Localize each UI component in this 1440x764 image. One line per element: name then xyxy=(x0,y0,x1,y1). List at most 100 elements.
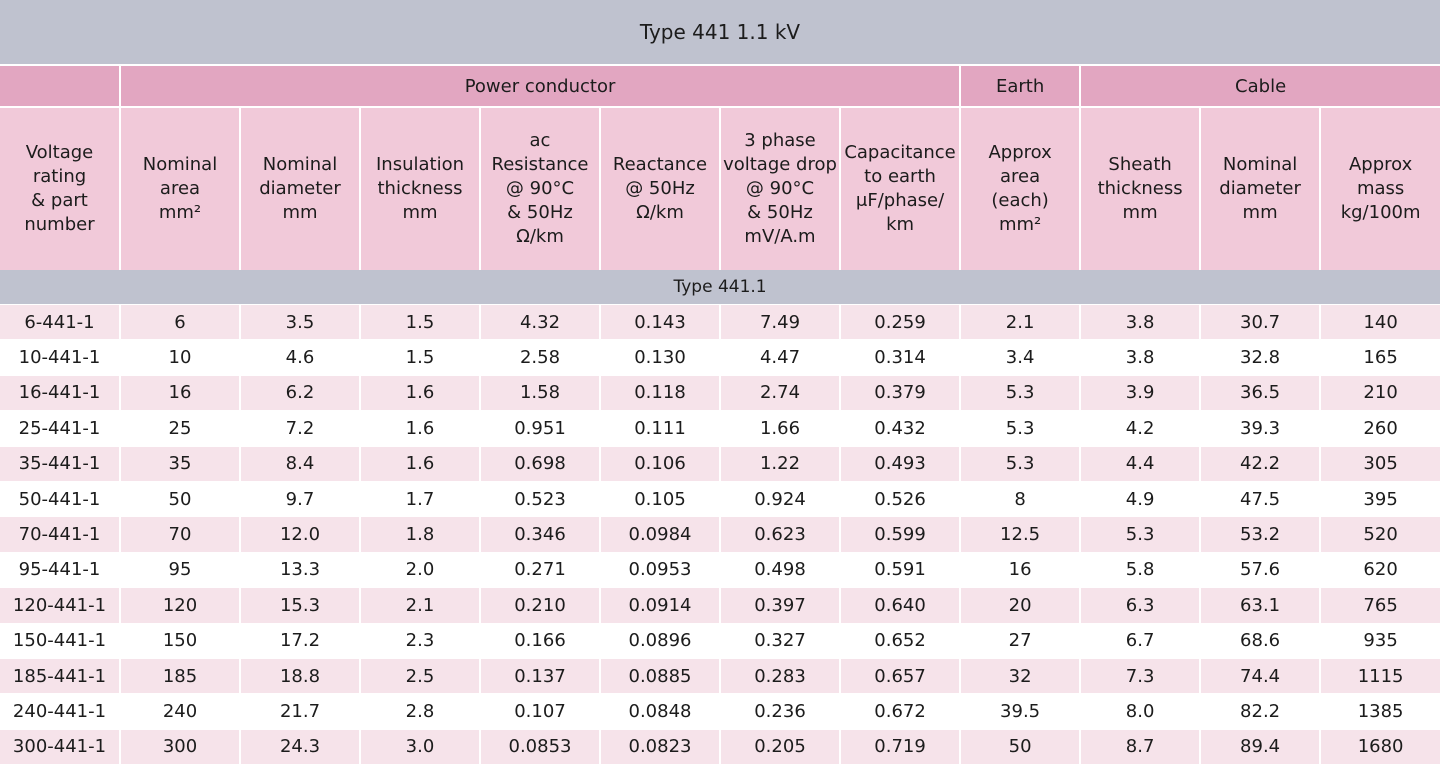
table-cell: 0.591 xyxy=(838,551,961,588)
table-cell: 0.346 xyxy=(479,516,600,553)
table-row: 120-441-1 120 15.3 2.1 0.210 0.0914 0.397 0.640… xyxy=(0,587,1440,624)
table-cell: 240-441-1 xyxy=(0,693,120,730)
table-cell: 140 xyxy=(1319,303,1440,340)
table-row: 240-441-1 240 21.7 2.8 0.107 0.0848 0.236 0.672… xyxy=(0,693,1440,730)
table-cell: 0.314 xyxy=(838,339,961,376)
group-header-blank xyxy=(0,66,120,108)
table-cell: 0.327 xyxy=(719,622,840,659)
table-cell: 10 xyxy=(119,339,240,376)
table-cell: 15.3 xyxy=(239,587,360,624)
table-cell: 0.0914 xyxy=(599,587,720,624)
table-cell: 35 xyxy=(119,445,240,482)
table-cell: 185-441-1 xyxy=(0,657,120,694)
table-cell: 7.49 xyxy=(719,303,840,340)
table-cell: 305 xyxy=(1319,445,1440,482)
table-cell: 0.205 xyxy=(719,728,840,764)
table-cell: 2.1 xyxy=(959,303,1081,340)
table-cell: 20 xyxy=(959,587,1081,624)
column-header: Insulation thickness mm xyxy=(359,107,480,270)
table-cell: 95-441-1 xyxy=(0,551,120,588)
table-cell: 0.397 xyxy=(719,587,840,624)
table-cell: 24.3 xyxy=(239,728,360,764)
table-cell: 70-441-1 xyxy=(0,516,120,553)
table-cell: 12.0 xyxy=(239,516,360,553)
table-cell: 150 xyxy=(119,622,240,659)
table-cell: 0.0885 xyxy=(599,657,720,694)
table-cell: 32 xyxy=(959,657,1081,694)
column-header: Nominal diameter mm xyxy=(1199,107,1321,270)
table-cell: 260 xyxy=(1319,410,1440,447)
table-cell: 240 xyxy=(119,693,240,730)
table-cell: 1.5 xyxy=(359,339,480,376)
table-body: Type 441.1 6-441-1 6 3.5 1.5 4.32 0.143 7.49 0.… xyxy=(0,270,1440,764)
table-cell: 765 xyxy=(1319,587,1440,624)
table-cell: 0.271 xyxy=(479,551,600,588)
group-header-earth: Earth xyxy=(959,66,1081,108)
table-cell: 95 xyxy=(119,551,240,588)
table-cell: 0.0853 xyxy=(479,728,600,764)
table-cell: 935 xyxy=(1319,622,1440,659)
table-cell: 6.2 xyxy=(239,374,360,411)
table-cell: 8 xyxy=(959,480,1081,517)
group-header-row: Power conductor Earth Cable xyxy=(0,66,1440,108)
column-header: Voltage rating & part number xyxy=(0,107,120,270)
column-header: 3 phase voltage drop @ 90°C & 50Hz mV/A.… xyxy=(719,107,840,270)
table-cell: 47.5 xyxy=(1199,480,1321,517)
table-cell: 5.3 xyxy=(1079,516,1201,553)
table-cell: 2.5 xyxy=(359,657,480,694)
table-cell: 165 xyxy=(1319,339,1440,376)
table-cell: 0.640 xyxy=(838,587,961,624)
table-cell: 3.4 xyxy=(959,339,1081,376)
table-cell: 21.7 xyxy=(239,693,360,730)
table-cell: 6.7 xyxy=(1079,622,1201,659)
table-cell: 53.2 xyxy=(1199,516,1321,553)
table-cell: 17.2 xyxy=(239,622,360,659)
table-cell: 2.0 xyxy=(359,551,480,588)
table-cell: 620 xyxy=(1319,551,1440,588)
group-header-cable: Cable xyxy=(1079,66,1440,108)
table-cell: 0.924 xyxy=(719,480,840,517)
table-cell: 1.22 xyxy=(719,445,840,482)
column-header: Approx mass kg/100m xyxy=(1319,107,1440,270)
table-cell: 3.9 xyxy=(1079,374,1201,411)
table-row: 185-441-1 185 18.8 2.5 0.137 0.0885 0.283 0.657… xyxy=(0,657,1440,694)
table-cell: 150-441-1 xyxy=(0,622,120,659)
table-cell: 5.8 xyxy=(1079,551,1201,588)
table-cell: 300-441-1 xyxy=(0,728,120,764)
table-cell: 7.2 xyxy=(239,410,360,447)
table-cell: 4.47 xyxy=(719,339,840,376)
table-row: 35-441-1 35 8.4 1.6 0.698 0.106 1.22 0.493 5.3 4.… xyxy=(0,445,1440,482)
table-cell: 0.0823 xyxy=(599,728,720,764)
table-cell: 63.1 xyxy=(1199,587,1321,624)
table-cell: 0.523 xyxy=(479,480,600,517)
cable-spec-table: Power conductor Earth Cable Voltage rati… xyxy=(0,66,1440,764)
table-cell: 0.236 xyxy=(719,693,840,730)
table-cell: 2.3 xyxy=(359,622,480,659)
table-cell: 0.137 xyxy=(479,657,600,694)
table-cell: 35-441-1 xyxy=(0,445,120,482)
table-cell: 1.66 xyxy=(719,410,840,447)
column-header: Nominal diameter mm xyxy=(239,107,360,270)
table-cell: 210 xyxy=(1319,374,1440,411)
table-cell: 1385 xyxy=(1319,693,1440,730)
table-row: 25-441-1 25 7.2 1.6 0.951 0.111 1.66 0.432 5.3 4.… xyxy=(0,410,1440,447)
table-cell: 42.2 xyxy=(1199,445,1321,482)
table-cell: 5.3 xyxy=(959,374,1081,411)
table-cell: 0.623 xyxy=(719,516,840,553)
table-cell: 0.0984 xyxy=(599,516,720,553)
table-cell: 4.4 xyxy=(1079,445,1201,482)
table-cell: 68.6 xyxy=(1199,622,1321,659)
table-cell: 0.652 xyxy=(838,622,961,659)
table-cell: 70 xyxy=(119,516,240,553)
table-cell: 0.599 xyxy=(838,516,961,553)
table-cell: 32.8 xyxy=(1199,339,1321,376)
column-header-row: Voltage rating & part number Nominal are… xyxy=(0,107,1440,270)
table-cell: 5.3 xyxy=(959,445,1081,482)
table-cell: 1.6 xyxy=(359,374,480,411)
column-header: Nominal area mm² xyxy=(119,107,240,270)
table-cell: 74.4 xyxy=(1199,657,1321,694)
subgroup-label: Type 441.1 xyxy=(0,270,1440,305)
table-cell: 18.8 xyxy=(239,657,360,694)
table-cell: 12.5 xyxy=(959,516,1081,553)
table-cell: 185 xyxy=(119,657,240,694)
